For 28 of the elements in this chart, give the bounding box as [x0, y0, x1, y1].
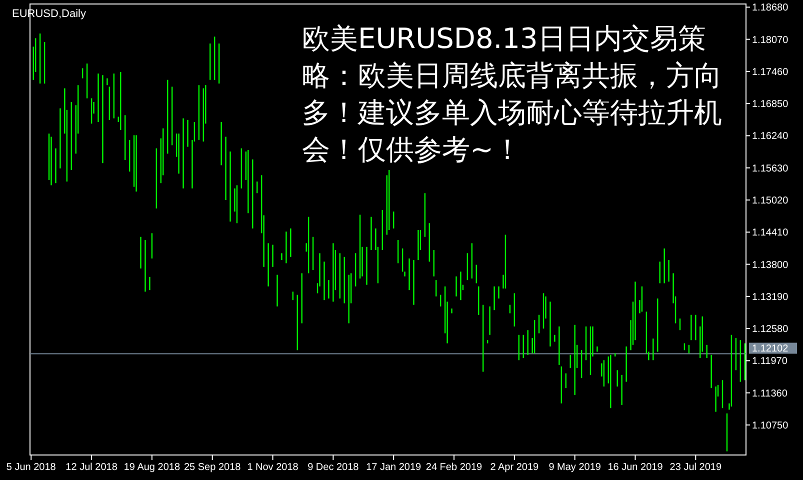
x-tick-label: 16 Jun 2019 [608, 462, 664, 473]
y-tick-label: 1.16240 [752, 131, 789, 142]
x-tick-label: 19 Aug 2018 [124, 462, 180, 473]
x-tick-label: 23 Jul 2019 [670, 462, 722, 473]
x-tick-label: 25 Sep 2018 [184, 462, 242, 473]
x-tick-label: 1 Nov 2018 [247, 462, 299, 473]
y-tick-label: 1.17460 [752, 66, 789, 78]
ref-line-label: 1.12102 [752, 344, 789, 355]
annotation: 欧美EURUSD8.13日日内交易策略：欧美日周线底背离共振，方向多！建议多单入场耐心等待拉升机会！仅供参考~！ [302, 21, 723, 168]
x-tick-label: 17 Jan 2019 [366, 462, 422, 473]
x-tick-label: 12 Jul 2018 [66, 462, 118, 473]
x-tick-label: 24 Feb 2019 [426, 462, 483, 473]
x-tick-label: 9 Dec 2018 [308, 462, 360, 473]
y-tick-label: 1.18680 [752, 2, 789, 14]
y-tick-label: 1.12580 [752, 324, 789, 336]
y-tick-label: 1.16850 [752, 99, 789, 110]
x-tick-label: 2 Apr 2019 [490, 462, 540, 473]
x-tick-label: 5 Jun 2018 [6, 462, 56, 473]
x-tick-label: 9 May 2019 [548, 462, 602, 473]
y-tick-label: 1.13800 [752, 260, 789, 271]
y-tick-label: 1.13190 [752, 292, 789, 303]
y-tick-label: 1.15020 [752, 195, 789, 206]
y-tick-label: 1.18070 [752, 34, 789, 46]
y-tick-label: 1.14410 [752, 228, 789, 239]
y-tick-label: 1.15630 [752, 163, 789, 174]
y-tick-label: 1.11970 [752, 356, 788, 368]
y-tick-label: 1.11360 [752, 388, 788, 400]
y-tick-label: 1.10750 [752, 420, 789, 432]
